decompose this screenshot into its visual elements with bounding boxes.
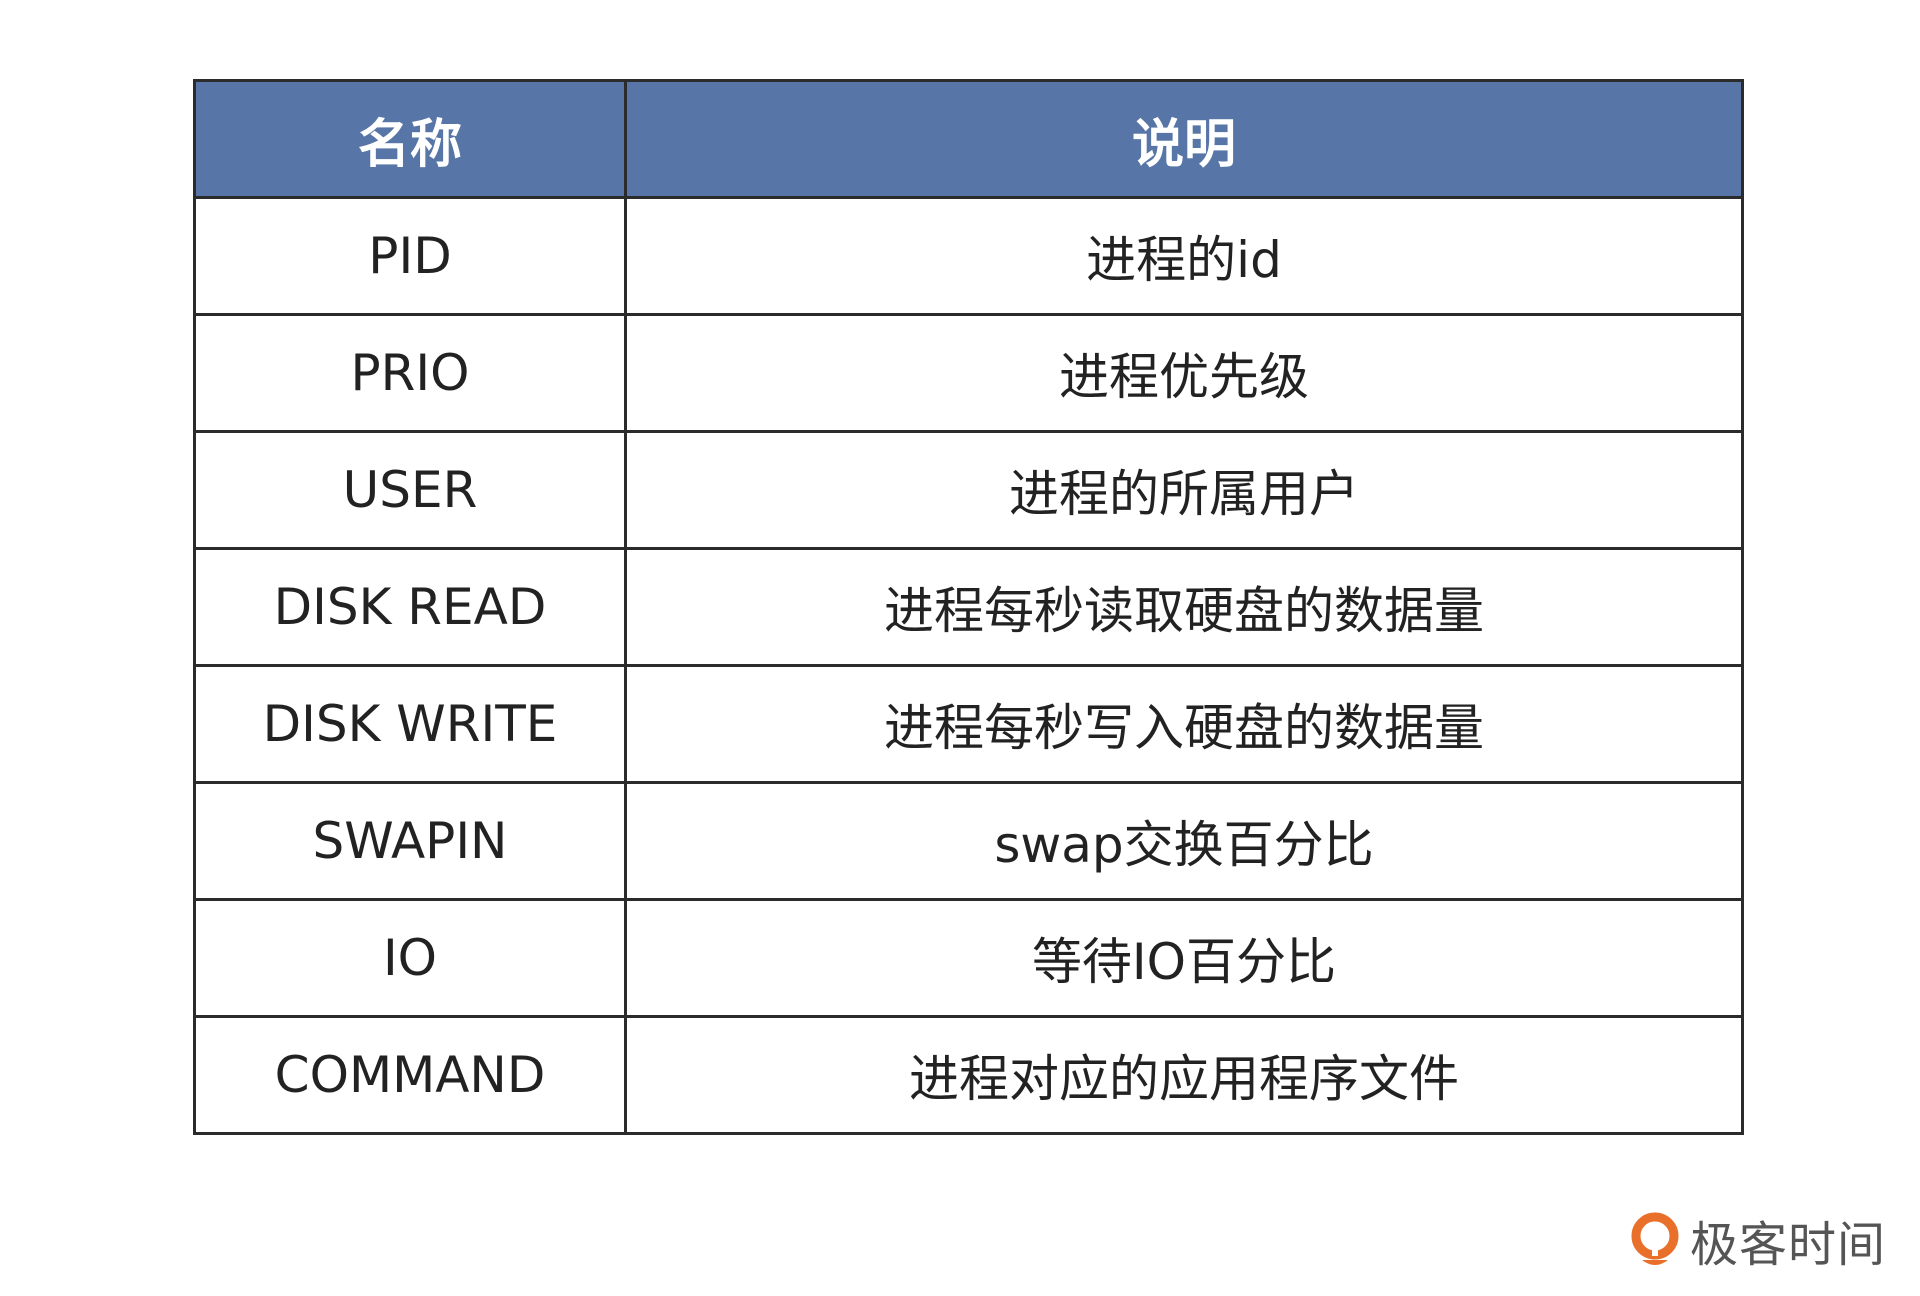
cell-description: swap交换百分比 [624,781,1744,901]
cell-name: IO [193,898,627,1018]
cell-description: 进程每秒读取硬盘的数据量 [624,547,1744,667]
table-row: IO 等待IO百分比 [193,898,1744,1018]
cell-name: DISK READ [193,547,627,667]
header-description: 说明 [624,79,1744,199]
table-row: SWAPIN swap交换百分比 [193,781,1744,901]
table-row: DISK WRITE 进程每秒写入硬盘的数据量 [193,664,1744,784]
geektime-logo: 极客时间 [1630,1205,1886,1275]
cell-description: 进程优先级 [624,313,1744,433]
geektime-logo-icon [1631,1212,1679,1265]
process-fields-table: 名称 说明 PID 进程的id PRIO 进程优先级 USER 进程的所属用户 DISK R… [193,79,1744,1135]
table-row: PID 进程的id [193,196,1744,316]
cell-description: 等待IO百分比 [624,898,1744,1018]
table-header-row: 名称 说明 [193,79,1744,199]
table-row: USER 进程的所属用户 [193,430,1744,550]
cell-name: DISK WRITE [193,664,627,784]
cell-name: PID [193,196,627,316]
cell-description: 进程每秒写入硬盘的数据量 [624,664,1744,784]
cell-name: PRIO [193,313,627,433]
logo-text: 极客时间 [1690,1217,1887,1273]
table-row: DISK READ 进程每秒读取硬盘的数据量 [193,547,1744,667]
cell-description: 进程的id [624,196,1744,316]
cell-name: SWAPIN [193,781,627,901]
header-name: 名称 [193,79,627,199]
cell-description: 进程的所属用户 [624,430,1744,550]
cell-name: COMMAND [193,1015,627,1135]
cell-description: 进程对应的应用程序文件 [624,1015,1744,1135]
table-row: PRIO 进程优先级 [193,313,1744,433]
table-row: COMMAND 进程对应的应用程序文件 [193,1015,1744,1135]
cell-name: USER [193,430,627,550]
